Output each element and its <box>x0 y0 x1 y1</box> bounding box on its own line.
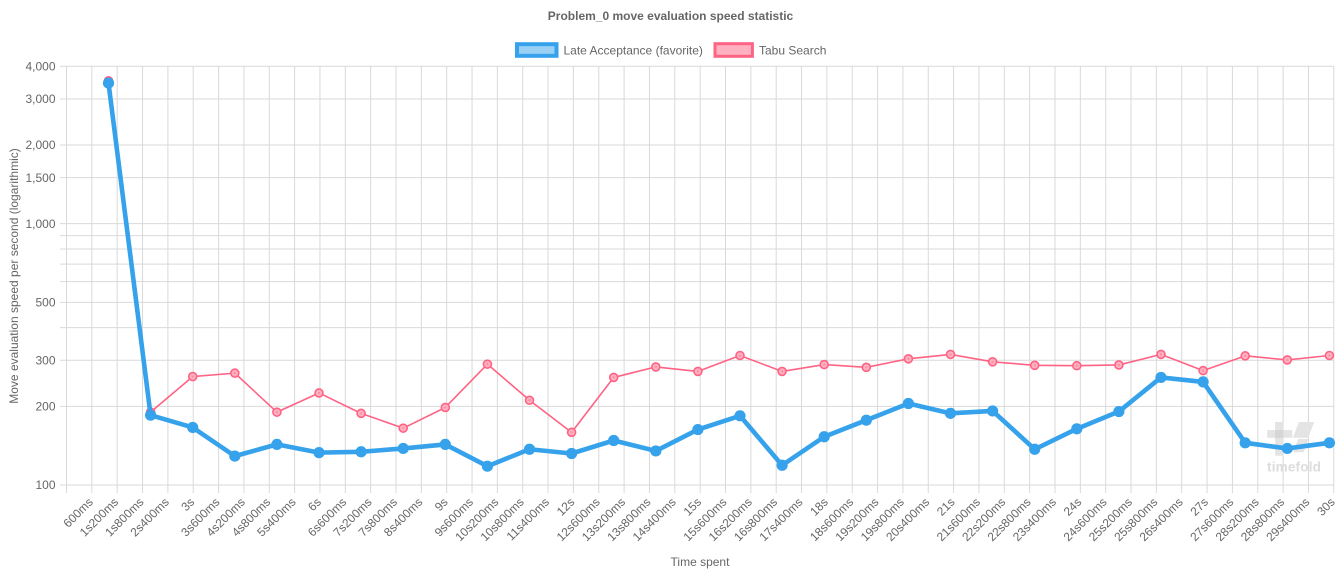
svg-text:Move evaluation speed per seco: Move evaluation speed per second (logari… <box>7 148 21 403</box>
svg-text:1,000: 1,000 <box>25 217 55 231</box>
svg-text:Time spent: Time spent <box>671 555 731 569</box>
svg-text:2,000: 2,000 <box>25 138 55 152</box>
svg-text:Late Acceptance (favorite): Late Acceptance (favorite) <box>564 44 703 58</box>
svg-text:3,000: 3,000 <box>25 92 55 106</box>
svg-text:200: 200 <box>35 400 55 414</box>
svg-text:Problem_0 move evaluation spee: Problem_0 move evaluation speed statisti… <box>548 9 794 23</box>
svg-text:100: 100 <box>35 478 55 492</box>
svg-text:300: 300 <box>35 354 55 368</box>
svg-text:500: 500 <box>35 296 55 310</box>
svg-text:Tabu Search: Tabu Search <box>759 44 826 58</box>
svg-text:1,500: 1,500 <box>25 171 55 185</box>
svg-text:4,000: 4,000 <box>25 60 55 74</box>
svg-text:timefold: timefold <box>1267 460 1321 475</box>
